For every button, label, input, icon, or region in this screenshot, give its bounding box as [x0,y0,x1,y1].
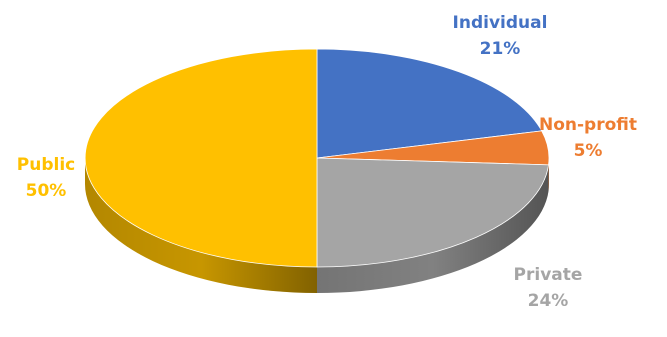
pie-slice-private [317,158,549,267]
slice-value-label-individual: 21% [480,39,521,59]
slice-label-public: Public [17,155,75,175]
slice-value-label-private: 24% [528,291,569,311]
slice-value-label-non-profit: 5% [574,141,603,161]
slice-label-private: Private [514,265,583,285]
pie-top [85,49,549,267]
slice-value-label-public: 50% [26,181,67,201]
slice-label-non-profit: Non-profit [539,115,637,135]
slice-label-individual: Individual [453,13,548,33]
